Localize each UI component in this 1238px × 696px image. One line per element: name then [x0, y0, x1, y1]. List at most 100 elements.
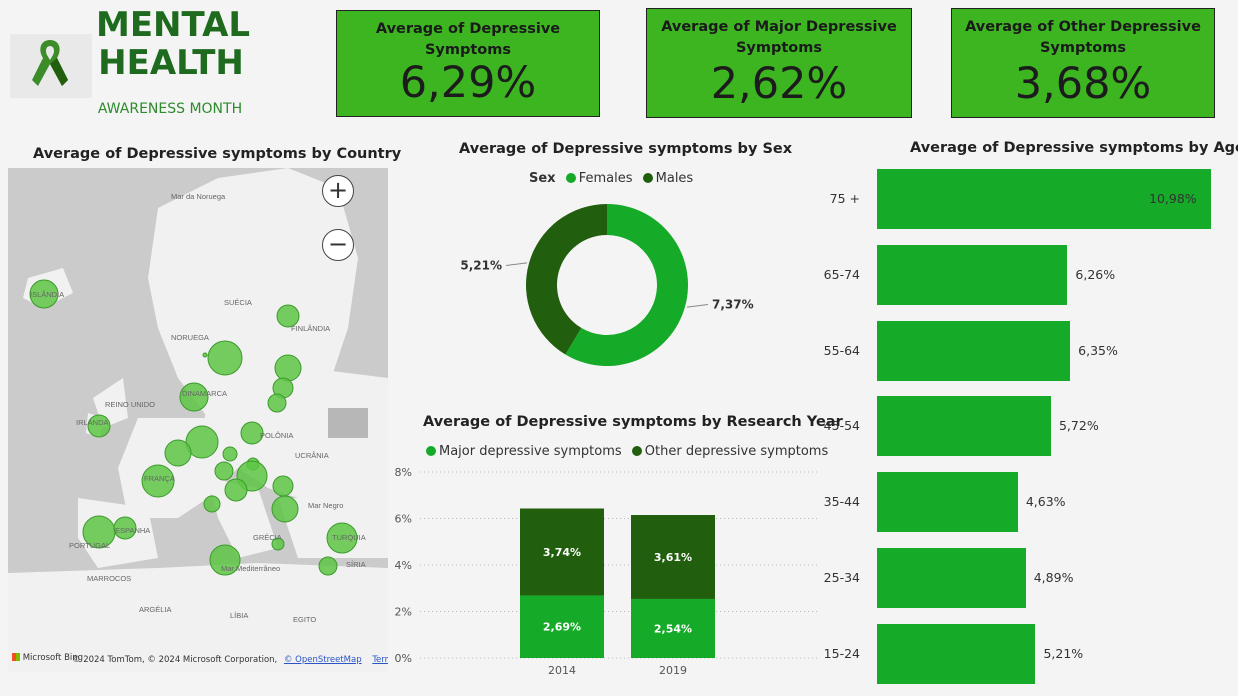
kpi-title: Average of Other Depressive Symptoms [965, 19, 1201, 56]
map-label: ESPANHA [115, 526, 150, 535]
map-label: Mar Mediterrâneo [221, 564, 280, 573]
age-bar[interactable] [877, 548, 1026, 608]
age-category-label: 55-64 [823, 342, 860, 358]
legend-males: Males [655, 171, 694, 186]
age-bar[interactable] [877, 623, 1036, 684]
bar-data-label: 3,74% [543, 546, 581, 559]
map-label: IRLANDA [76, 418, 109, 427]
kpi-title: Average of Major Depressive Symptoms [661, 19, 897, 56]
donut-slice-females[interactable] [565, 204, 688, 366]
year-stacked-chart: 0% 2% 4% 6% 8% 2,69% 3,74% 2014 2,54% 3,61% 2019 [395, 466, 820, 677]
bar-data-label: 2,54% [654, 622, 692, 635]
sex-legend-title: Sex [529, 171, 556, 186]
y-tick-label: 6% [395, 513, 412, 526]
map-label: Mar Negro [308, 501, 343, 510]
map-label: ARGÉLIA [139, 605, 172, 614]
age-bar[interactable] [877, 320, 1071, 381]
map-label: NORUEGA [171, 333, 209, 342]
map-label: ISLÂNDIA [30, 290, 64, 299]
map-label: LÍBIA [230, 611, 248, 620]
stacked-bar-segment[interactable] [631, 515, 715, 599]
map-label: REINO UNIDO [105, 400, 155, 409]
bar-data-label: 3,61% [654, 551, 692, 564]
age-bar[interactable] [877, 169, 1211, 229]
donut-data-label: 7,37% [712, 297, 754, 311]
age-category-label: 35-44 [823, 494, 860, 510]
age-category-label: 15-24 [823, 645, 860, 661]
map-bubbles [29, 279, 358, 576]
legend-females: Females [578, 171, 633, 186]
country-map[interactable]: Mar da Noruega ISLÂNDIA SUÉCIA FINLÂNDIA… [8, 168, 388, 672]
stacked-bar-segment[interactable] [520, 595, 604, 658]
x-tick-label: 2019 [659, 664, 687, 677]
map-label: EGITO [293, 615, 316, 624]
y-tick-label: 2% [395, 606, 412, 619]
stacked-bar-segment[interactable] [631, 598, 715, 658]
awareness-ribbon-icon [32, 40, 68, 86]
donut-slice-males[interactable] [526, 204, 607, 355]
stacked-bar-segment[interactable] [520, 508, 604, 596]
zoom-in-button[interactable]: + [322, 175, 354, 207]
kpi-card-depressive: Average of Depressive Symptoms 6,29% [336, 10, 600, 117]
legend-dot-females [565, 173, 576, 183]
age-data-label: 4,89% [1033, 570, 1074, 585]
map-attribution-text: © 2024 TomTom, © 2024 Microsoft Corporat… [72, 655, 388, 665]
x-tick-label: 2014 [548, 664, 576, 677]
map-label: SUÉCIA [224, 298, 252, 307]
age-bar[interactable] [877, 396, 1051, 457]
map-label: MARROCOS [87, 574, 131, 583]
openstreetmap-link[interactable]: © OpenStreetMap [283, 655, 362, 665]
age-data-label: 6,35% [1078, 342, 1118, 358]
microsoft-logo-icon [12, 653, 20, 661]
age-bar[interactable] [877, 244, 1068, 305]
map-title: Average of Depressive symptoms by Countr… [33, 146, 402, 162]
kpi-card-major: Average of Major Depressive Symptoms 2,6… [646, 8, 912, 118]
sex-chart-title: Average of Depressive symptoms by Sex [459, 141, 793, 157]
brand-title: MENTAL HEALTH [96, 5, 251, 83]
y-tick-label: 0% [395, 652, 412, 665]
bing-brand: Microsoft Bing [22, 653, 84, 663]
donut-leader-line [505, 262, 528, 267]
brand-subtitle: AWARENESS MONTH [97, 101, 243, 117]
age-data-label: 4,63% [1025, 494, 1066, 510]
legend-other: Other depressive symptoms [644, 444, 829, 459]
brand-title-line1: MENTAL [96, 5, 251, 45]
map-label: GRÉCIA [253, 533, 282, 542]
donut-data-label: 5,21% [460, 259, 502, 273]
age-chart-title: Average of Depressive symptoms by Age [910, 140, 1238, 156]
attribution-copyright: © 2024 TomTom, © 2024 Microsoft Corporat… [72, 655, 278, 665]
zoom-out-button[interactable]: − [322, 229, 354, 261]
kpi-value: 6,29% [399, 58, 537, 108]
brand-title-line2: HEALTH [98, 43, 244, 83]
sex-donut-chart: 7,37% 5,21% [460, 204, 754, 366]
kpi-title: Average of Depressive Symptoms [375, 21, 561, 58]
kpi-card-other: Average of Other Depressive Symptoms 3,6… [951, 8, 1215, 118]
y-tick-label: 8% [395, 466, 412, 479]
map-label: DINAMARCA [182, 389, 227, 398]
donut-leader-line [686, 303, 709, 308]
terms-link[interactable]: Terms [372, 655, 388, 665]
map-label: POLÔNIA [260, 431, 293, 440]
age-bar[interactable] [877, 472, 1018, 533]
legend-major: Major depressive symptoms [439, 444, 622, 459]
age-data-label: 5,21% [1043, 645, 1084, 661]
bar-data-label: 2,69% [543, 621, 581, 634]
kpi-value: 3,68% [1014, 59, 1152, 109]
map-label: FINLÂNDIA [291, 324, 330, 333]
age-category-label: 75 + [829, 191, 860, 206]
legend-dot-males [642, 173, 653, 183]
map-label: TURQUIA [332, 533, 366, 542]
sex-legend: Sex Females Males [529, 171, 693, 186]
legend-dot-other [631, 446, 642, 456]
map-label: PORTUGAL [69, 541, 110, 550]
map-label: SÍRIA [346, 560, 366, 569]
age-data-label: 6,26% [1075, 266, 1116, 282]
legend-dot-major [426, 446, 436, 456]
year-chart-title: Average of Depressive symptoms by Resear… [423, 414, 843, 430]
map-label: UCRÂNIA [295, 451, 329, 460]
age-data-label: 10,98% [1149, 191, 1197, 206]
logo [10, 34, 92, 98]
age-bar-chart: 75 + 10,98% 65-74 6,26% 55-64 6,35% 45-54 5,72%… [820, 160, 1230, 696]
age-data-label: 5,72% [1058, 418, 1099, 434]
map-label: Mar da Noruega [171, 192, 226, 201]
